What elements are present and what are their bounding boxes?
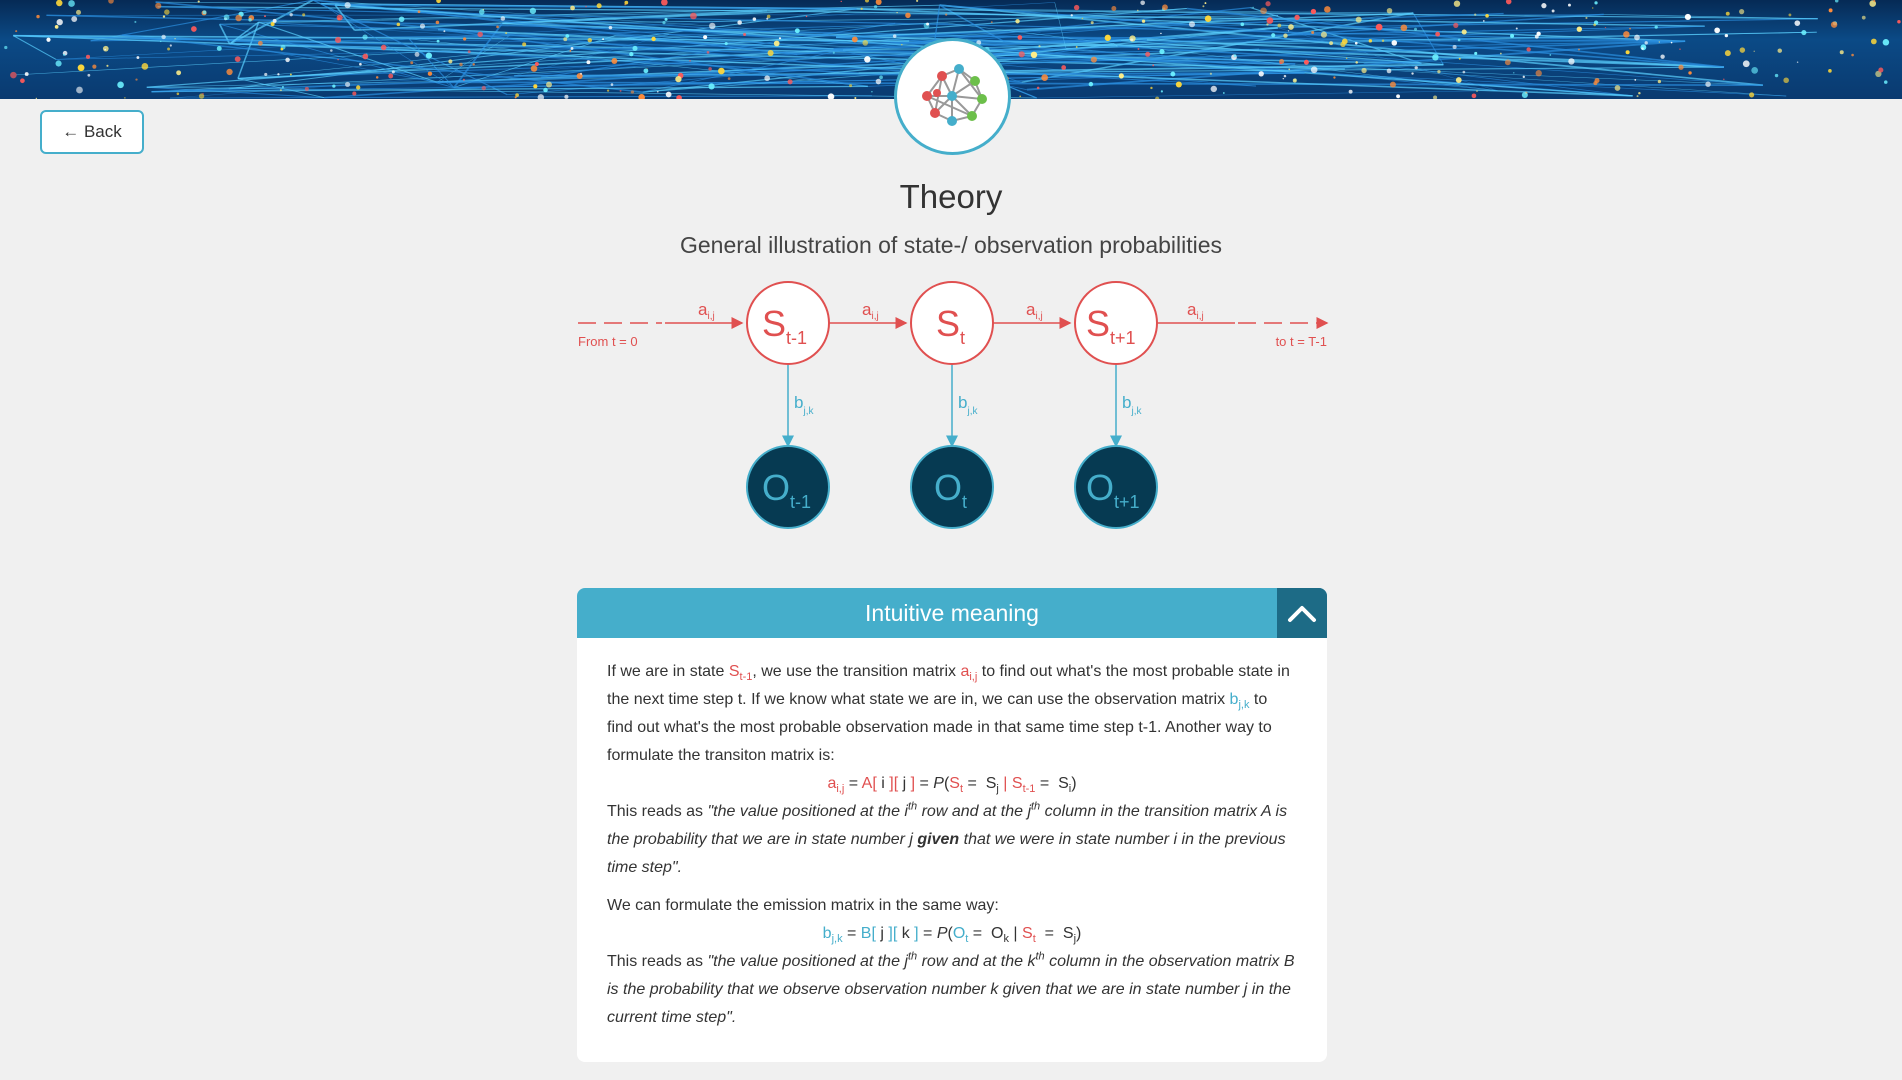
emission-reading: This reads as "the value positioned at t… bbox=[607, 950, 1295, 1026]
state-node: St bbox=[910, 281, 994, 365]
end-label: to t = T-1 bbox=[1276, 334, 1327, 349]
transition-labels: ai,j ai,j ai,j ai,j bbox=[698, 300, 1204, 322]
transition-reading: This reads as "the value positioned at t… bbox=[607, 800, 1288, 876]
hmm-diagram: From t = 0 to t = T-1 ai,j ai,j ai,j ai,… bbox=[578, 281, 1329, 529]
emission-formula: bj,k = B[ j ][ k ] = P(Ot = Ok | St = Sj… bbox=[822, 925, 1082, 946]
card-body: If we are in state St-1, we use the tran… bbox=[577, 638, 1327, 1032]
explanation-paragraph: If we are in state St-1, we use the tran… bbox=[607, 663, 1290, 764]
svg-text:St: St bbox=[936, 303, 965, 348]
transition-label: ai,j bbox=[698, 300, 715, 322]
transition-label: ai,j bbox=[862, 300, 879, 322]
page-title: Theory bbox=[899, 178, 1003, 215]
state-node: St-1 bbox=[746, 281, 830, 365]
observation-node: Ot-1 bbox=[746, 445, 830, 529]
back-button[interactable]: ← Back bbox=[40, 110, 144, 154]
brain-network-icon bbox=[922, 64, 987, 126]
transition-label: ai,j bbox=[1026, 300, 1043, 322]
card-header[interactable]: Intuitive meaning bbox=[577, 588, 1327, 638]
card-title: Intuitive meaning bbox=[865, 599, 1039, 626]
svg-text:Ot-1: Ot-1 bbox=[762, 467, 811, 512]
emission-label: bj,k bbox=[1122, 393, 1142, 417]
svg-text:Ot: Ot bbox=[934, 467, 967, 512]
start-label: From t = 0 bbox=[578, 334, 638, 349]
header-banner bbox=[0, 0, 1902, 99]
page-subtitle: General illustration of state-/ observat… bbox=[679, 232, 1223, 258]
observation-node: Ot bbox=[910, 445, 994, 529]
collapse-button[interactable] bbox=[1277, 588, 1327, 638]
transition-label: ai,j bbox=[1187, 300, 1204, 322]
emission-label: bj,k bbox=[958, 393, 978, 417]
chevron-up-icon bbox=[1288, 606, 1316, 622]
app-logo bbox=[894, 38, 1011, 155]
intuitive-meaning-card: Intuitive meaning If we are in state St-… bbox=[577, 588, 1327, 1062]
svg-text:St+1: St+1 bbox=[1086, 303, 1136, 348]
emission-label: bj,k bbox=[794, 393, 814, 417]
svg-text:St-1: St-1 bbox=[762, 303, 807, 348]
svg-text:Ot+1: Ot+1 bbox=[1086, 467, 1140, 512]
transition-formula: ai,j = A[ i ][ j ] = P(St = Sj | St-1 = … bbox=[827, 775, 1077, 796]
emission-intro: We can formulate the emission matrix in … bbox=[607, 897, 999, 914]
observation-node: Ot+1 bbox=[1074, 445, 1158, 529]
state-node: St+1 bbox=[1074, 281, 1158, 365]
network-banner-image bbox=[4, 0, 1901, 99]
